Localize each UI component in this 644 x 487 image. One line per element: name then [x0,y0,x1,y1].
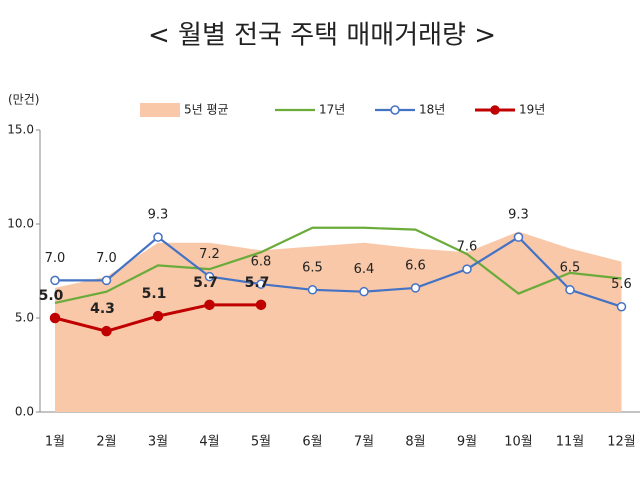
data-label: 4.3 [90,301,115,317]
data-label: 5.1 [142,286,167,302]
x-tick-label: 2월 [96,435,116,450]
y-tick-label: 0.0 [15,405,34,419]
data-label: 6.4 [354,262,375,277]
x-tick-label: 3월 [148,435,168,450]
area [55,231,622,412]
x-tick-label: 11월 [556,435,585,450]
y-axis-label: (만건) [8,93,39,107]
data-label: 9.3 [148,208,169,223]
data-label: 7.6 [457,240,478,255]
x-tick-label: 7월 [354,435,374,450]
point [204,271,215,282]
data-label: 6.5 [560,260,581,275]
point [49,312,61,324]
point [307,285,318,295]
x-tick-label: 6월 [302,435,322,450]
point [616,301,627,312]
point [513,232,524,242]
legend-label: 18년 [419,103,445,117]
line [54,226,622,305]
data-label: 5.7 [245,275,270,291]
data-label: 5.6 [611,277,632,292]
x-tick-label: 4월 [199,435,219,450]
point [410,283,421,293]
point [204,299,215,311]
x-tick-label: 1월 [45,435,65,450]
data-label: 7.2 [199,247,220,262]
legend-marker [490,105,500,115]
data-label: 5.7 [193,275,218,291]
point [256,279,266,289]
data-label: 6.8 [251,255,272,270]
point [50,275,60,286]
point [101,325,112,337]
x-tick-label: 9월 [457,435,477,450]
y-tick-label: 10.0 [7,217,34,231]
data-label: 6.6 [405,258,426,273]
data-label: 7.0 [45,251,66,266]
data-label: 6.5 [302,260,323,275]
chart-title: < 월별 전국 주택 매매거래량 > [148,21,496,51]
data-label: 9.3 [508,208,529,223]
line [55,235,622,308]
x-tick-label: 5월 [251,435,271,450]
data-label: 7.0 [96,251,117,266]
y-tick-label: 15.0 [7,123,34,137]
legend-swatch [140,103,180,117]
x-tick-label: 12월 [607,435,636,450]
point [153,232,163,242]
legend-label: 19년 [519,103,545,117]
point [462,264,472,274]
legend-label: 17년 [319,103,345,117]
point [255,299,267,311]
point [359,286,369,297]
point [565,285,575,295]
legend-marker [390,105,400,115]
data-label: 5.0 [39,288,64,304]
x-tick-label: 8월 [405,435,425,450]
point [152,310,164,322]
point [101,275,112,286]
y-tick-label: 5.0 [15,311,34,325]
legend-label: 5년 평균 [184,103,229,117]
x-tick-label: 10월 [504,435,533,450]
